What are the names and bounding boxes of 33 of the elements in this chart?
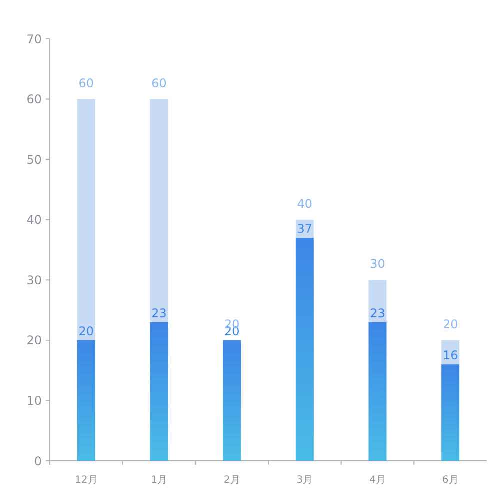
total-label: 30 bbox=[370, 257, 386, 272]
total-label: 40 bbox=[297, 196, 313, 211]
y-tick-label: 70 bbox=[26, 32, 42, 46]
y-tick-label: 10 bbox=[26, 394, 42, 408]
x-tick-label: 1月 bbox=[151, 475, 168, 486]
y-tick-label: 20 bbox=[26, 334, 42, 348]
x-tick-label: 12月 bbox=[75, 475, 98, 486]
y-tick-label: 0 bbox=[34, 454, 42, 468]
bar bbox=[150, 322, 168, 461]
y-tick-label: 50 bbox=[26, 152, 42, 167]
bar bbox=[368, 280, 387, 322]
data-label: 16 bbox=[442, 348, 458, 363]
bar bbox=[296, 238, 314, 461]
bar bbox=[77, 99, 96, 340]
bar bbox=[368, 322, 387, 461]
total-label: 20 bbox=[442, 317, 458, 332]
y-tick-label: 40 bbox=[26, 213, 42, 228]
bar bbox=[150, 99, 168, 322]
data-label: 20 bbox=[78, 324, 94, 338]
total-label: 60 bbox=[78, 76, 94, 90]
x-tick-label: 3月 bbox=[296, 475, 314, 486]
total-label: 60 bbox=[152, 76, 167, 90]
y-tick-label: 60 bbox=[26, 92, 42, 107]
bar bbox=[442, 364, 460, 461]
x-tick-label: 2月 bbox=[224, 475, 240, 486]
data-label: 23 bbox=[370, 306, 386, 320]
x-tick-label: 4月 bbox=[370, 475, 386, 486]
bar bbox=[77, 340, 96, 461]
x-tick-label: 6月 bbox=[442, 475, 459, 486]
data-label: 23 bbox=[152, 306, 167, 320]
bar bbox=[223, 340, 242, 461]
data-label: 37 bbox=[297, 222, 313, 236]
y-tick-label: 30 bbox=[26, 273, 42, 288]
